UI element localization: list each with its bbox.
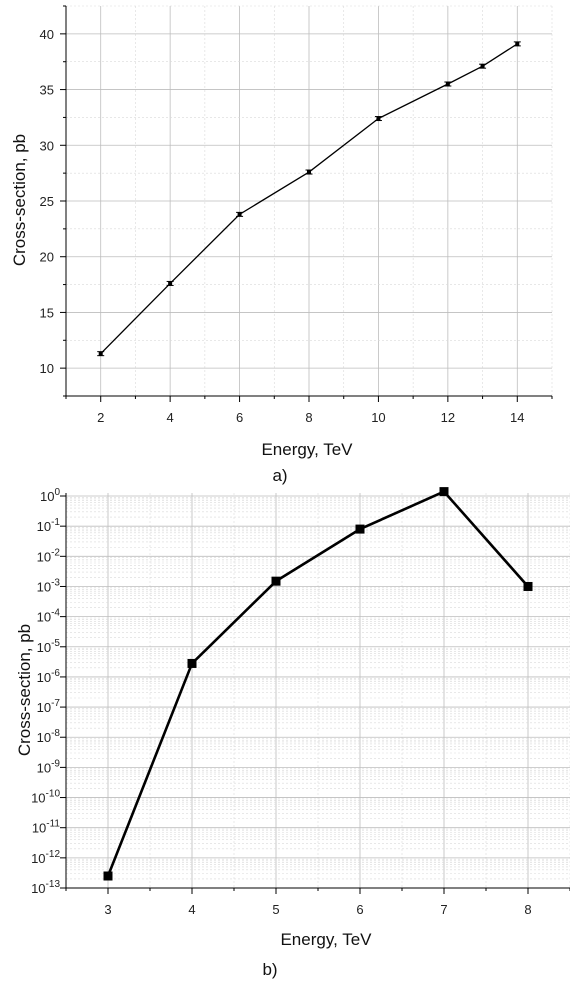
data-point <box>355 524 365 534</box>
chart-a-tick-labels: 2 4 6 8 10 12 14 10 15 20 25 30 35 40 <box>40 5 553 425</box>
x-tick-label: 2 <box>97 410 104 425</box>
y-tick-label: 10-12 <box>31 849 60 866</box>
x-tick-label: 5 <box>272 902 279 917</box>
x-tick-label: 6 <box>356 902 363 917</box>
y-tick-label: 10-10 <box>31 789 60 806</box>
chart-a-x-axis-title: Energy, TeV <box>261 440 353 459</box>
series-line <box>100 43 518 355</box>
data-point <box>166 280 174 286</box>
y-tick-label: 10-4 <box>37 608 61 625</box>
x-tick-label: 12 <box>441 410 455 425</box>
x-tick-label: 4 <box>188 902 195 917</box>
y-tick-label: 10-6 <box>37 668 61 685</box>
chart-a-y-axis-title: Cross-section, pb <box>10 134 29 266</box>
x-tick-label: 3 <box>104 902 111 917</box>
chart-b-grid <box>65 493 570 889</box>
y-tick-label: 10-5 <box>37 638 61 655</box>
x-tick-label: 8 <box>524 902 531 917</box>
y-tick-label: 40 <box>40 27 54 42</box>
x-tick-label: 10 <box>371 410 385 425</box>
y-tick-label: 10-13 <box>31 879 60 896</box>
y-tick-label: 100 <box>40 487 60 504</box>
x-tick-label: 14 <box>510 410 524 425</box>
chart-b-x-axis-title: Energy, TeV <box>280 930 372 949</box>
data-point <box>439 487 449 497</box>
y-tick-label: 35 <box>40 83 54 98</box>
y-tick-label: 10-11 <box>32 819 61 836</box>
y-tick-label: 20 <box>40 250 54 265</box>
data-point <box>97 351 105 357</box>
data-point <box>236 211 244 217</box>
y-tick-label: 10-8 <box>37 728 61 745</box>
chart-a: 2 4 6 8 10 12 14 10 15 20 25 30 35 40 Energy, TeV Cro… <box>10 5 553 485</box>
series-line <box>106 490 529 877</box>
chart-b-panel-label: b) <box>262 960 277 979</box>
data-point <box>444 81 452 87</box>
data-point <box>374 116 382 122</box>
y-tick-label: 10-9 <box>37 758 61 775</box>
chart-a-series <box>97 41 521 357</box>
data-point <box>513 41 521 47</box>
data-point <box>187 658 197 668</box>
y-tick-label: 10 <box>40 361 54 376</box>
y-tick-label: 30 <box>40 138 54 153</box>
chart-b-y-axis-title: Cross-section, pb <box>15 624 34 756</box>
data-point <box>271 576 281 586</box>
data-point <box>479 63 487 69</box>
y-tick-label: 10-1 <box>37 517 61 534</box>
chart-b-series <box>103 487 533 881</box>
chart-b-tick-labels: 3 4 5 6 7 8 100 10-1 10-2 10-3 10-4 10-5 10-6 10-7 10-… <box>31 487 570 917</box>
chart-b: 3 4 5 6 7 8 100 10-1 10-2 10-3 10-4 10-5 10-6 10-7 10-… <box>15 487 570 979</box>
data-point <box>103 871 113 881</box>
data-point <box>305 169 313 175</box>
y-tick-label: 25 <box>40 194 54 209</box>
x-tick-label: 6 <box>236 410 243 425</box>
chart-a-panel-label: a) <box>272 466 287 485</box>
y-tick-label: 15 <box>40 305 54 320</box>
x-tick-label: 8 <box>305 410 312 425</box>
y-tick-label: 10-7 <box>37 698 61 715</box>
y-tick-label: 10-2 <box>37 547 61 564</box>
x-tick-label: 4 <box>167 410 174 425</box>
y-tick-label: 10-3 <box>37 577 61 594</box>
data-point <box>523 581 533 591</box>
x-tick-label: 7 <box>440 902 447 917</box>
